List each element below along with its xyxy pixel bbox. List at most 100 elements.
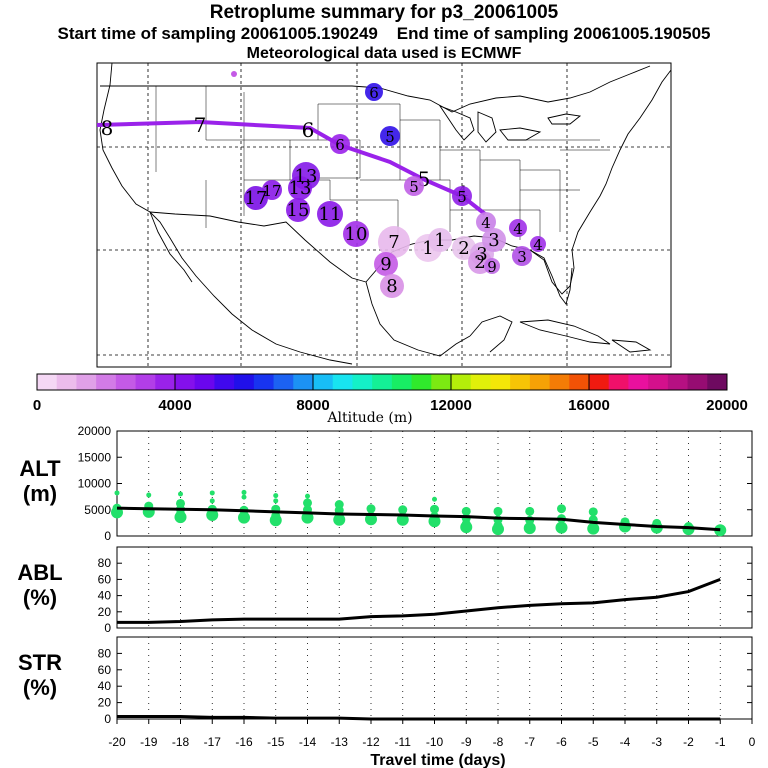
start-label: Start time of sampling — [57, 24, 237, 43]
x-tick-label: -16 — [235, 735, 253, 749]
colorbar-swatch — [589, 374, 610, 390]
x-tick-label: -19 — [140, 735, 158, 749]
alt-scatter-point — [238, 511, 250, 524]
plume-label: 1 — [422, 238, 433, 259]
colorbar-swatch — [372, 374, 393, 390]
alt-scatter-point — [492, 523, 504, 536]
x-tick-label: -15 — [267, 735, 285, 749]
colorbar-swatch — [332, 374, 353, 390]
plume-circle — [428, 228, 452, 252]
y-tick-label: 5000 — [84, 503, 111, 517]
coastlines — [99, 62, 672, 365]
alt-scatter-point — [398, 505, 408, 515]
x-tick-label: -1 — [715, 735, 726, 749]
end-value: 20061005.190505 — [573, 24, 711, 43]
colorbar-swatch — [76, 374, 97, 390]
alt-scatter-point — [460, 521, 473, 534]
plume-label: 5 — [457, 188, 467, 206]
panel-name: STR — [18, 650, 62, 675]
y-tick-label: 60 — [98, 572, 112, 586]
alt-scatter-point — [555, 521, 568, 534]
plume-circle — [231, 71, 237, 77]
alt-scatter-point — [365, 513, 377, 526]
x-tick-label: -8 — [493, 735, 504, 749]
y-tick-label: 15000 — [78, 450, 112, 464]
x-tick-label: -11 — [395, 735, 412, 749]
colorbar-tick-label: 12000 — [430, 397, 472, 414]
x-tick-label: -9 — [461, 735, 472, 749]
plume-circle — [262, 180, 282, 200]
x-tick-label: -10 — [426, 735, 444, 749]
alt-scatter-point — [146, 492, 152, 498]
alt-scatter-point — [174, 511, 187, 524]
series-line — [117, 577, 721, 624]
state-lines — [155, 86, 610, 250]
plume-circle — [343, 221, 369, 247]
sampling-times: Start time of sampling 20061005.190249 E… — [0, 24, 768, 44]
alt-scatter-point — [269, 514, 282, 527]
plume-label: 17 — [262, 182, 281, 200]
panel-alt: 0 5000 10000 15000 20000 ALT(m) — [19, 424, 753, 543]
colorbar-swatch — [411, 374, 432, 390]
alt-scatter-point — [428, 515, 441, 528]
alt-scatter-point — [461, 506, 471, 516]
plume-circle — [512, 246, 532, 266]
colorbar-swatch — [431, 374, 452, 390]
y-tick-label: 10000 — [78, 477, 112, 491]
panel-abl: 0 20 40 60 80 ABL(%) — [17, 546, 753, 635]
alt-scatter-point — [588, 507, 598, 517]
plume-label: 5 — [409, 178, 419, 196]
panel-str: 0 20 40 60 80 STR(%) — [18, 636, 753, 726]
colorbar-swatch — [313, 374, 334, 390]
plume-label: 9 — [380, 254, 391, 275]
colorbar-swatch — [56, 374, 77, 390]
plume-circle — [365, 83, 383, 101]
plume-label: 8 — [386, 276, 397, 297]
plume-label: 3 — [476, 244, 487, 265]
x-tick-label: -5 — [588, 735, 599, 749]
colorbar-swatch — [37, 374, 58, 390]
alt-scatter-point — [241, 494, 247, 500]
plume-circle — [374, 252, 398, 276]
panel-name: ABL — [17, 560, 62, 585]
plume-label: 6 — [335, 136, 345, 154]
colorbar-swatch — [194, 374, 215, 390]
colorbar-swatch — [214, 374, 235, 390]
plume-circle — [380, 126, 400, 146]
colorbar-swatch — [234, 374, 255, 390]
trajectory-label: 7 — [194, 113, 207, 137]
trajectory-label: 6 — [302, 118, 315, 142]
plume-circle — [330, 134, 350, 154]
plume-label: 11 — [319, 204, 342, 225]
chart-title: Retroplume summary for p3_20061005 — [209, 2, 559, 23]
plume-circle — [404, 176, 424, 196]
colorbar-swatch — [667, 374, 689, 390]
x-tick-label: -18 — [172, 735, 190, 749]
plume-label: 6 — [369, 84, 379, 102]
x-tick-label: -6 — [556, 735, 567, 749]
plume-circle — [484, 258, 500, 274]
colorbar-swatch — [391, 374, 413, 390]
colorbar-swatch — [135, 374, 156, 390]
plume-circle — [286, 198, 310, 222]
series-line — [117, 715, 721, 721]
plume-label: 10 — [345, 224, 368, 245]
y-tick-label: 40 — [98, 679, 112, 693]
panel-name: ALT — [19, 456, 61, 481]
plume-label: 9 — [487, 258, 497, 276]
colorbar-swatch — [175, 374, 196, 390]
colorbar-swatch — [529, 374, 551, 390]
alt-scatter-point — [619, 520, 631, 533]
alt-scatter-point — [209, 498, 215, 504]
colorbar-swatch — [569, 374, 590, 390]
plume-label: 15 — [287, 200, 310, 221]
panel-unit: (m) — [23, 481, 57, 506]
x-tick-label: -17 — [204, 735, 222, 749]
y-tick-label: 0 — [104, 712, 111, 726]
alt-scatter-point — [178, 491, 183, 497]
colorbar-swatch — [490, 374, 511, 390]
plume-label: 4 — [533, 236, 543, 254]
x-tick-label: -12 — [362, 735, 380, 749]
start-value: 20061005.190249 — [240, 24, 378, 43]
plume-label: 4 — [481, 214, 491, 232]
